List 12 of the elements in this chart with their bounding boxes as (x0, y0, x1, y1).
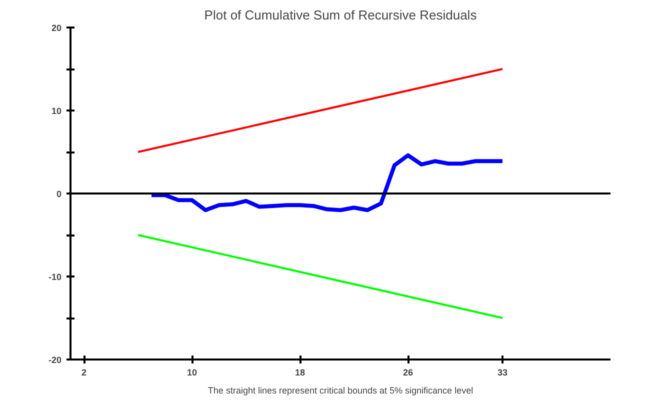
y-tick-label: 10 (51, 106, 62, 116)
y-tick-label: 0 (56, 189, 62, 199)
x-tick-label: 18 (294, 368, 306, 378)
y-tick-label: -20 (48, 355, 62, 365)
y-tick-label: 20 (51, 23, 62, 33)
x-tick-label: 26 (402, 368, 414, 378)
chart-title: Plot of Cumulative Sum of Recursive Residuals (204, 8, 478, 22)
x-tick-label: 10 (186, 368, 198, 378)
y-tick-label: -10 (48, 272, 62, 282)
text: The straight lines represent critical bounds at 5% significance level (208, 386, 474, 396)
x-tick-label: 33 (497, 368, 508, 378)
x-tick-label: 2 (81, 368, 87, 378)
